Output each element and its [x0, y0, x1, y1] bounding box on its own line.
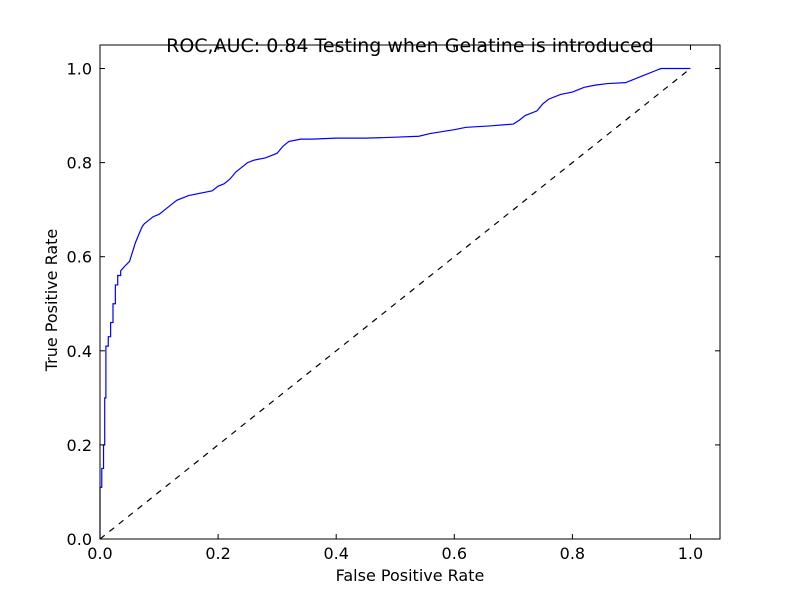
ticks-layer: 0.0 0.2 0.4 0.6 0.8 1.0 0.0 0.2 0.4 0.6 0.8 1.0: [67, 45, 720, 563]
x-tick-label: 0.8: [560, 544, 585, 563]
x-tick-label: 1.0: [678, 544, 703, 563]
y-tick-label: 0.8: [67, 154, 92, 173]
x-tick-label: 0.6: [442, 544, 467, 563]
roc-curve-line: [99, 67, 691, 539]
diagonal-reference-line: [99, 68, 691, 540]
series-layer: [99, 67, 691, 540]
x-tick-label: 0.2: [205, 544, 230, 563]
y-tick-label: 1.0: [67, 60, 92, 79]
y-axis-label: True Positive Rate: [42, 229, 61, 373]
x-axis-label: False Positive Rate: [336, 566, 485, 585]
x-tick-label: 0.0: [87, 544, 112, 563]
x-tick-label: 0.4: [323, 544, 348, 563]
y-tick-label: 0.2: [67, 436, 92, 455]
chart-title: ROC,AUC: 0.84 Testing when Gelatine is i…: [166, 35, 654, 57]
y-tick-label: 0.0: [67, 530, 92, 549]
y-tick-label: 0.4: [67, 342, 92, 361]
plot-frame: [99, 44, 721, 540]
y-tick-label: 0.6: [67, 248, 92, 267]
